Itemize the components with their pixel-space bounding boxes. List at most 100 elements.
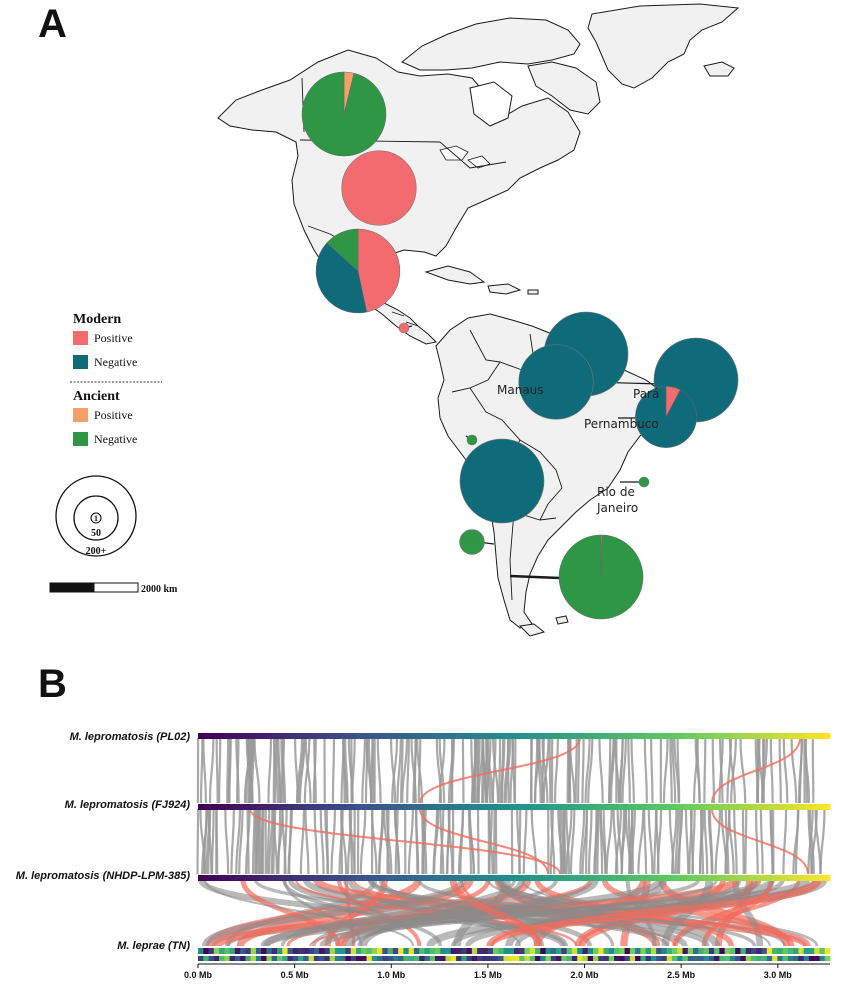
genome-block — [729, 956, 736, 961]
genome-block — [819, 956, 826, 961]
genome-block — [819, 948, 826, 954]
synteny-link — [718, 737, 724, 804]
legend-modern-negative-label: Negative — [94, 355, 137, 369]
genome-block — [277, 956, 283, 961]
genome-block — [435, 875, 441, 881]
genome-block — [229, 733, 236, 739]
genome-block — [824, 733, 831, 739]
genome-block — [329, 948, 336, 954]
genome-block — [540, 948, 546, 954]
genome-block — [566, 875, 573, 881]
synteny-link — [319, 808, 325, 875]
genome-block — [787, 804, 794, 810]
genome-block — [782, 804, 789, 810]
genome-block — [398, 948, 404, 954]
synteny-link — [732, 879, 764, 947]
pie-slice — [357, 228, 401, 313]
genome-block — [213, 956, 220, 961]
genome-block — [266, 804, 273, 810]
genome-block — [424, 875, 431, 881]
synteny-link — [584, 737, 591, 804]
genome-block — [824, 804, 831, 810]
genome-block — [266, 875, 273, 881]
genome-block — [477, 733, 483, 739]
synteny-link — [548, 737, 552, 804]
genome-block — [782, 733, 789, 739]
genome-block — [582, 956, 589, 961]
genome-block — [782, 875, 789, 881]
genome-block — [645, 875, 652, 881]
genome-block — [582, 733, 589, 739]
synteny-link — [691, 808, 696, 875]
genome-block — [808, 733, 815, 739]
synteny-link — [587, 808, 593, 875]
map-legend: Modern Positive Negative Ancient Positiv… — [49, 312, 178, 595]
genome-block — [240, 733, 246, 739]
genome-block — [456, 956, 462, 961]
genome-block — [614, 875, 620, 881]
synteny-link — [733, 808, 738, 875]
genome-block — [603, 956, 610, 961]
genome-block — [524, 875, 531, 881]
genome-block — [529, 956, 536, 961]
size-key-label-50: 50 — [91, 528, 101, 539]
synteny-link — [266, 808, 271, 875]
genome-block — [808, 804, 815, 810]
genome-block — [340, 956, 346, 961]
genome-block — [234, 956, 241, 961]
synteny-link — [541, 737, 549, 804]
genome-block — [482, 804, 489, 810]
place-label-para: Pará — [633, 387, 659, 401]
synteny-link — [627, 737, 631, 804]
synteny-link — [754, 808, 759, 875]
genome-label-nhdp: M. lepromatosis (NHDP-LPM-385) — [16, 870, 191, 882]
genome-block — [298, 956, 304, 961]
genome-block — [629, 948, 636, 954]
genome-block — [250, 804, 257, 810]
genome-block — [772, 948, 778, 954]
genome-block — [324, 733, 331, 739]
synteny-link — [415, 808, 420, 875]
genome-block — [334, 804, 341, 810]
genome-block — [313, 948, 320, 954]
genome-block — [677, 733, 683, 739]
genome-block — [745, 733, 752, 739]
genome-block — [498, 956, 504, 961]
genome-block — [429, 733, 436, 739]
genome-block — [271, 733, 278, 739]
genome-block — [777, 804, 783, 810]
genome-block — [540, 733, 546, 739]
genome-block — [682, 948, 689, 954]
synteny-link — [389, 737, 397, 804]
genome-block — [672, 804, 678, 810]
genome-block — [650, 956, 657, 961]
genome-block — [587, 956, 594, 961]
genome-block — [571, 733, 578, 739]
genome-block — [798, 733, 805, 739]
genome-block — [492, 733, 499, 739]
synteny-link — [238, 808, 244, 875]
axis-tick-label: 1.5 Mb — [474, 970, 503, 980]
synteny-link — [656, 808, 663, 875]
genome-block — [261, 948, 267, 954]
genome-block — [487, 948, 494, 954]
axis-tick-label: 2.0 Mb — [571, 970, 600, 980]
genome-block — [719, 804, 726, 810]
genome-block — [398, 733, 404, 739]
genome-block — [277, 804, 283, 810]
genome-block — [656, 804, 662, 810]
genome-block — [303, 733, 309, 739]
synteny-link — [674, 808, 680, 875]
synteny-link — [637, 808, 645, 875]
genome-block — [324, 948, 331, 954]
genome-block — [245, 733, 252, 739]
genome-block — [219, 733, 225, 739]
synteny-link — [450, 737, 455, 804]
genome-block — [650, 733, 657, 739]
genome-track-3 — [198, 875, 831, 881]
genome-block — [387, 948, 394, 954]
genome-block — [514, 733, 520, 739]
genome-block — [635, 733, 641, 739]
genome-block — [629, 875, 636, 881]
synteny-link — [295, 737, 304, 804]
